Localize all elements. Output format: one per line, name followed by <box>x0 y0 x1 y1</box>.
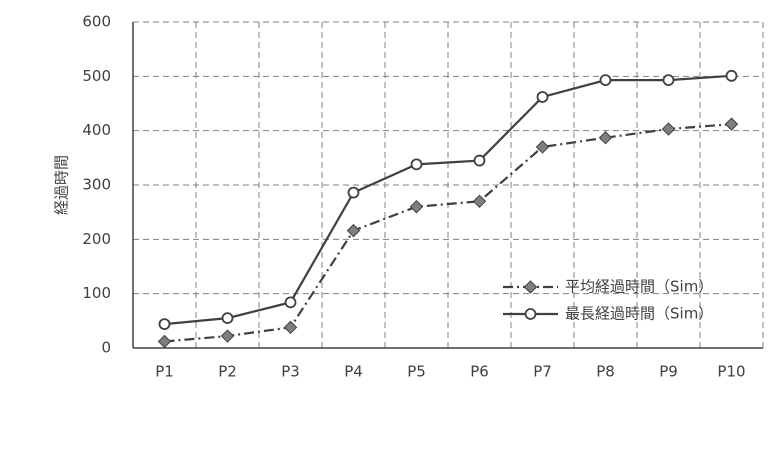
marker-circle <box>410 158 423 171</box>
x-tick-label: P2 <box>218 363 237 381</box>
x-tick-label: P10 <box>717 363 745 381</box>
marker-diamond <box>409 200 424 214</box>
y-tick-label: 200 <box>82 230 111 248</box>
marker-circle <box>662 74 675 87</box>
x-tick-label: P6 <box>470 363 489 381</box>
x-tick-label: P4 <box>344 363 363 381</box>
marker-diamond <box>523 280 538 294</box>
y-axis-label: 経過時間 <box>53 155 71 215</box>
y-tick-label: 400 <box>82 121 111 139</box>
marker-circle <box>473 154 486 167</box>
x-tick-label: P3 <box>281 363 300 381</box>
legend-label: 平均経過時間（Sim） <box>565 278 713 296</box>
marker-diamond <box>724 117 739 131</box>
y-tick-label: 300 <box>82 176 111 194</box>
series-line <box>164 74 732 326</box>
marker-circle <box>284 296 297 309</box>
marker-diamond <box>157 334 172 349</box>
marker-diamond <box>220 329 235 343</box>
series-line <box>164 123 732 343</box>
x-tick-label: P8 <box>596 363 615 381</box>
marker-circle <box>536 91 549 103</box>
x-tick-label: P7 <box>533 363 552 381</box>
x-tick-label: P1 <box>155 363 174 381</box>
marker-circle <box>599 74 612 87</box>
marker-circle <box>347 186 360 199</box>
marker-circle <box>158 318 171 330</box>
marker-circle <box>524 308 537 320</box>
marker-diamond <box>598 131 613 145</box>
legend-label: 最長経過時間（Sim） <box>565 305 713 323</box>
y-tick-label: 600 <box>82 13 111 31</box>
x-tick-label: P9 <box>659 363 678 381</box>
marker-diamond <box>535 140 550 154</box>
marker-circle <box>221 312 234 325</box>
marker-diamond <box>472 194 487 209</box>
marker-diamond <box>661 122 676 136</box>
x-tick-label: P5 <box>407 363 426 381</box>
marker-diamond <box>346 223 361 238</box>
y-tick-label: 0 <box>101 339 111 357</box>
marker-diamond <box>283 320 298 335</box>
y-tick-label: 500 <box>82 67 111 85</box>
y-tick-label: 100 <box>82 284 111 302</box>
marker-circle <box>725 69 738 82</box>
